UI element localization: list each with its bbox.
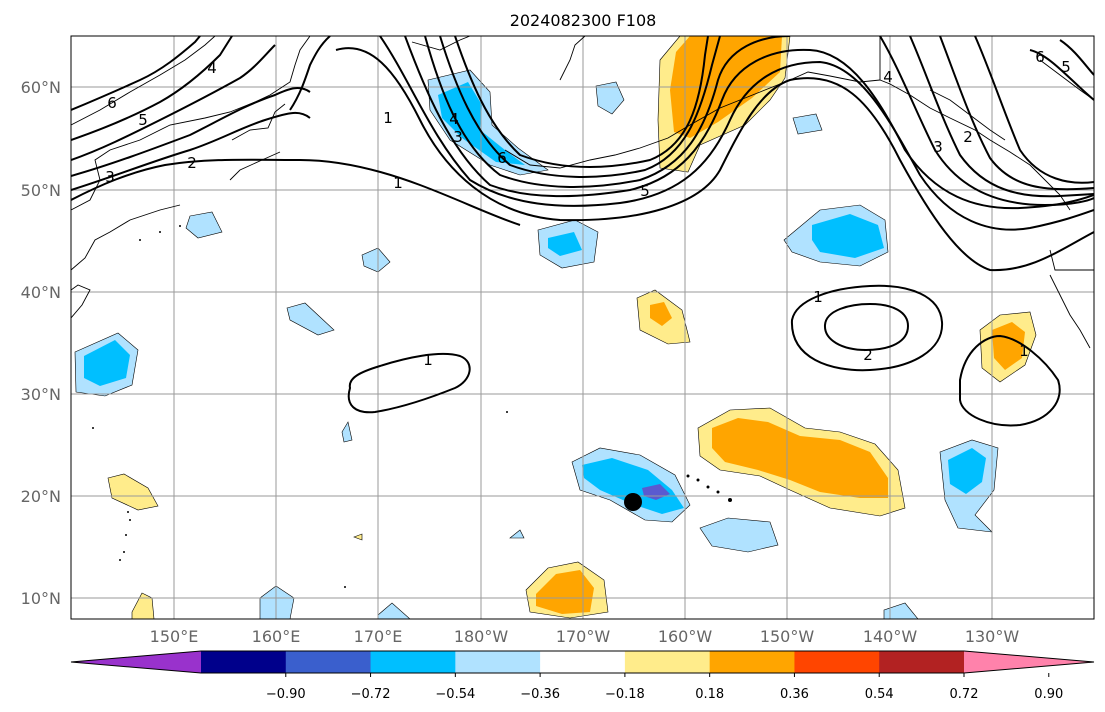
colorbar-tick-label: −0.18: [605, 687, 645, 702]
lon-label: 180°W: [454, 627, 509, 646]
contour-label: 6: [1035, 48, 1045, 66]
lon-label: 160°W: [658, 627, 713, 646]
map-frame: [70, 35, 1095, 620]
lat-label: 50°N: [21, 181, 61, 200]
contour-label: 2: [963, 128, 973, 146]
contour-label: 1: [1019, 342, 1029, 360]
lon-label: 170°W: [556, 627, 611, 646]
colorbar-tick-label: 0.90: [1034, 687, 1063, 702]
lon-label: 160°E: [252, 627, 301, 646]
colorbar-swatch: [201, 651, 287, 673]
colorbar-ticks: −0.90 −0.72 −0.54 −0.36 −0.18 0.18 0.36 0.54 0.7…: [266, 673, 1063, 702]
colorbar-swatch: [285, 651, 372, 673]
contour-label: 4: [883, 68, 893, 86]
contour-label: 6: [497, 149, 507, 167]
colorbar-tick-label: −0.90: [266, 687, 306, 702]
map-title: 2024082300 F108: [510, 11, 657, 30]
colorbar-tick-label: 0.18: [695, 687, 724, 702]
contour-label-group: 1 1 1 1 2 2 3 3 4 4 5 5 6 6 1 2 3 4 5 6: [105, 48, 1071, 369]
lat-label: 60°N: [21, 78, 61, 97]
contour-label: 1: [813, 288, 823, 306]
colorbar-extend-low: [71, 651, 201, 673]
colorbar-swatch: [624, 651, 711, 673]
lon-label: 150°E: [150, 627, 199, 646]
contour-label: 4: [449, 110, 459, 128]
colorbar-tick-label: −0.36: [520, 687, 560, 702]
lon-label: 130°W: [965, 627, 1020, 646]
contour-label: 1: [423, 351, 433, 369]
colorbar-swatch: [455, 651, 541, 673]
colorbar-swatch: [709, 651, 795, 673]
storm-center-dot: [624, 493, 642, 511]
contour-label: 6: [107, 94, 117, 112]
contour-label: 1: [383, 109, 393, 127]
lon-label: 170°E: [354, 627, 403, 646]
lat-label: 30°N: [21, 385, 61, 404]
lat-label: 20°N: [21, 487, 61, 506]
colorbar-tick-label: 0.72: [950, 687, 979, 702]
colorbar-swatch: [879, 651, 965, 673]
colorbar-swatch: [540, 651, 626, 673]
contour-label: 2: [187, 154, 197, 172]
contour-label: 3: [105, 168, 115, 186]
lat-label: 10°N: [21, 589, 61, 608]
latitude-labels: 60°N 50°N 40°N 30°N 20°N 10°N: [21, 78, 61, 608]
contour-label: 1: [393, 174, 403, 192]
colorbar-swatch: [794, 651, 880, 673]
colorbar-tick-label: −0.54: [435, 687, 475, 702]
colorbar-swatch: [370, 651, 456, 673]
contour-label: 2: [863, 346, 873, 364]
longitude-labels: 150°E 160°E 170°E 180°W 170°W 160°W 150°…: [150, 627, 1020, 646]
coastlines: [71, 36, 1094, 349]
colorbar-tick-label: 0.36: [780, 687, 809, 702]
graticule: [71, 36, 1094, 619]
contour-label: 4: [207, 59, 217, 77]
colorbar-outline: [70, 650, 1095, 674]
colorbar-extend-high: [964, 651, 1094, 673]
contour-label: 5: [1061, 58, 1071, 76]
colorbar-tick-label: 0.54: [865, 687, 894, 702]
islands: [92, 225, 732, 588]
lon-label: 150°W: [760, 627, 815, 646]
contour-lines: [71, 36, 1094, 427]
lon-label: 140°W: [863, 627, 918, 646]
contour-label: 5: [640, 182, 650, 200]
map-content: 1 1 1 1 2 2 3 3 4 4 5 5 6 6 1 2 3 4 5 6: [71, 36, 1094, 619]
contour-label: 3: [933, 138, 943, 156]
negative-anomaly-strong: [84, 82, 986, 514]
contour-label: 3: [453, 128, 463, 146]
colorbar: [70, 650, 1095, 674]
contour-label: 5: [138, 111, 148, 129]
colorbar-tick-label: −0.72: [351, 687, 391, 702]
lat-label: 40°N: [21, 283, 61, 302]
